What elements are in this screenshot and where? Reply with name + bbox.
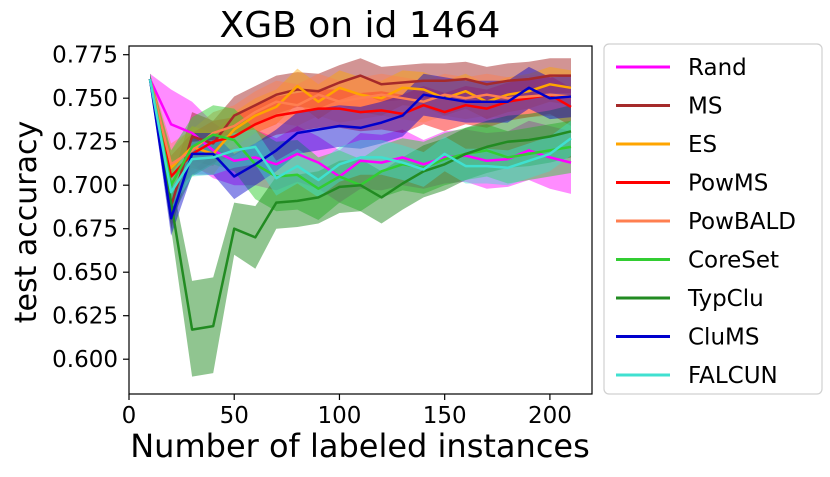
- series-line-clums: [148, 78, 572, 220]
- band-ms: [150, 58, 571, 229]
- y-tick-label: 0.650: [52, 260, 118, 286]
- series-line-powms: [148, 78, 572, 178]
- axes: 0 50 100 150 200 0.600 0.625 0.650 0.675 0.700 0.7…: [52, 43, 593, 429]
- band-coreset: [150, 73, 571, 220]
- legend-label-falcun: FALCUN: [688, 363, 778, 389]
- plot-frame: [128, 45, 593, 395]
- legend-label-es: ES: [688, 132, 717, 158]
- y-tick-label: 0.775: [52, 43, 118, 69]
- band-falcun: [150, 73, 571, 210]
- x-tick-label: 100: [318, 403, 362, 429]
- y-tick-label: 0.675: [52, 217, 118, 243]
- legend-label-clums: CluMS: [688, 325, 759, 351]
- y-tick-label: 0.600: [52, 347, 118, 373]
- x-tick-label: 200: [528, 403, 572, 429]
- series-lines: [148, 74, 572, 331]
- band-clums: [150, 66, 571, 236]
- y-tick-label: 0.750: [52, 86, 118, 112]
- series-line-typclu: [148, 78, 572, 331]
- legend-label-ms: MS: [688, 94, 722, 120]
- y-tick-label: 0.700: [52, 173, 118, 199]
- y-axis-label: test accuracy: [9, 121, 44, 324]
- legend-label-rand: Rand: [688, 55, 747, 81]
- legend-box: [603, 43, 823, 395]
- x-tick-label: 150: [423, 403, 467, 429]
- chart-title: XGB on id 1464: [220, 5, 501, 46]
- legend-label-powms: PowMS: [688, 171, 768, 197]
- x-tick-label: 0: [122, 403, 137, 429]
- legend-label-coreset: CoreSet: [688, 248, 779, 274]
- y-tick-label: 0.725: [52, 130, 118, 156]
- series-line-falcun: [148, 78, 572, 194]
- x-axis-label: Number of labeled instances: [130, 427, 590, 465]
- legend-label-typclu: TypClu: [687, 286, 764, 312]
- series-line-powbald: [148, 78, 572, 166]
- x-tick-label: 50: [220, 403, 249, 429]
- confidence-bands: [150, 58, 571, 377]
- y-tick-label: 0.625: [52, 304, 118, 330]
- legend: Rand MS ES PowMS PowBALD CoreSet TypClu CluMS FA…: [603, 43, 823, 395]
- band-typclu: [150, 73, 571, 377]
- legend-label-powbald: PowBALD: [688, 209, 796, 235]
- series-line-ms: [148, 74, 571, 208]
- band-es: [150, 66, 571, 186]
